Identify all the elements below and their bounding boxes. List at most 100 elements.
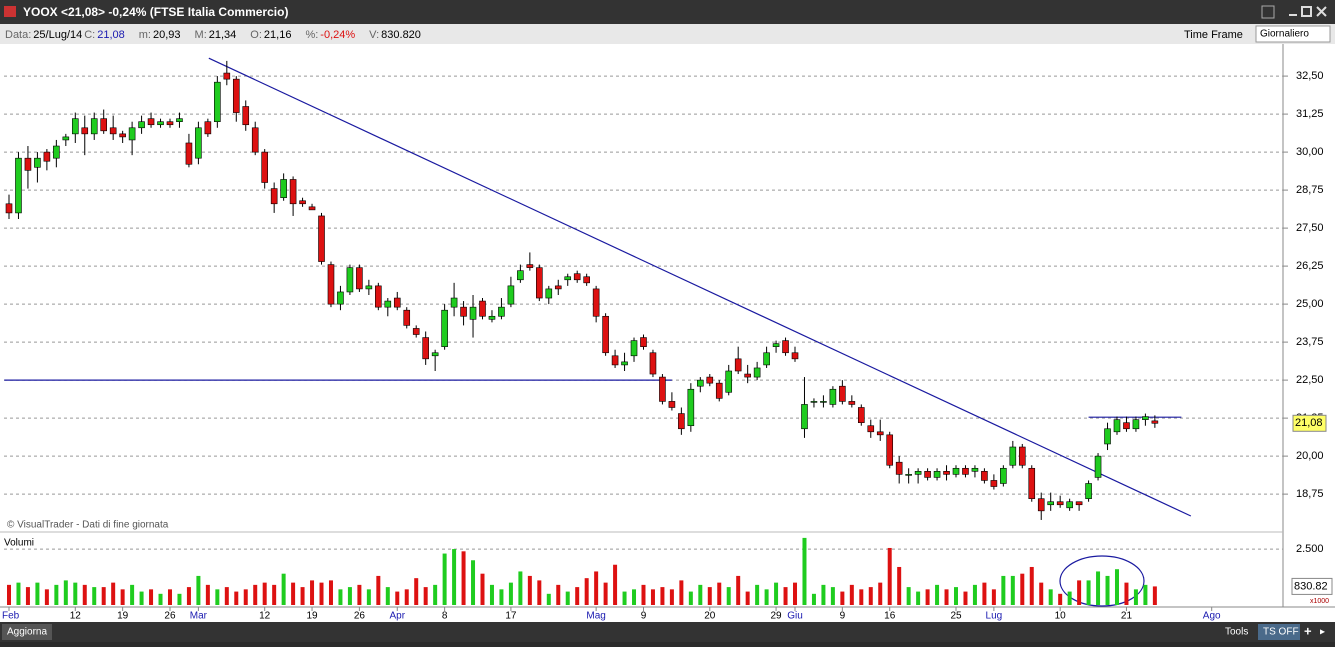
candle-body [43, 151, 51, 162]
candle-body [668, 401, 676, 408]
close-button[interactable] [1316, 6, 1327, 17]
volume-bar [537, 580, 542, 605]
candle-body [1075, 501, 1083, 506]
candle-body [734, 358, 742, 372]
volume-bar [205, 584, 210, 605]
time-frame-label: Time Frame [1184, 29, 1243, 41]
window-buttons[interactable] [1261, 5, 1327, 19]
last-volume-label: 830.82 [1294, 580, 1328, 592]
volume-bar [234, 591, 239, 605]
candle-body [753, 367, 761, 378]
candle-body [24, 157, 32, 171]
info-value: -0,24% [320, 29, 355, 41]
volume-bar [224, 587, 229, 605]
candle-body [895, 461, 903, 475]
x-tick-label: 29 [771, 611, 783, 622]
minimize-button[interactable] [1289, 14, 1297, 16]
volume-bar [480, 573, 485, 605]
y-tick-label: 26,25 [1296, 260, 1324, 272]
x-tick-label: 26 [164, 611, 176, 622]
info-label: m: [139, 29, 151, 41]
maximize-button[interactable] [1301, 6, 1312, 17]
ts-label[interactable]: TS OFF [1263, 627, 1299, 638]
tool-button[interactable] [1261, 5, 1275, 19]
volume-bar [63, 580, 68, 605]
info-label: Data: [5, 29, 31, 41]
source-note: © VisualTrader - Dati di fine giornata [7, 520, 169, 531]
volume-bar [830, 587, 835, 605]
candle-body [924, 471, 931, 478]
volume-bar [404, 589, 409, 605]
info-value: 25/Lug/14 [33, 29, 82, 41]
volume-bar [745, 591, 750, 605]
volume-bar [328, 580, 333, 605]
volume-bar [215, 589, 220, 605]
volume-bar [669, 589, 674, 605]
x-tick-label: 12 [259, 611, 271, 622]
volume-bar [1029, 566, 1034, 605]
volume-bar [982, 582, 987, 605]
candle-body [176, 118, 183, 123]
candle-body [517, 270, 524, 281]
refresh-button[interactable] [2, 624, 52, 640]
candle-body [640, 337, 647, 347]
volume-bar [527, 575, 532, 605]
volume-bar [243, 589, 248, 605]
candle-body [431, 352, 439, 357]
y-tick-label: 32,50 [1296, 70, 1324, 82]
candle-body [166, 121, 174, 126]
volume-bar [376, 575, 381, 605]
candle-body [1066, 501, 1073, 509]
candle-body [109, 127, 117, 135]
y-tick-label: 31,25 [1296, 108, 1324, 120]
candle-body [1009, 446, 1017, 466]
title-bar [0, 0, 1335, 24]
volume-bar [433, 584, 438, 605]
volume-bar [688, 591, 693, 605]
x-tick-label: 21 [1121, 611, 1133, 622]
candle-body [251, 127, 259, 153]
time-frame-value[interactable]: Giornaliero [1260, 29, 1309, 40]
candle-body [867, 425, 875, 433]
volume-bar [186, 587, 191, 605]
volume-bar [906, 587, 911, 605]
candle-body [1104, 428, 1111, 445]
volume-bar [158, 593, 163, 605]
volume-bar [338, 589, 343, 605]
volume-bar [594, 571, 599, 605]
x-tick-label: Feb [2, 611, 20, 622]
candle-body [839, 385, 846, 402]
candle-body [545, 288, 553, 299]
volume-bar [954, 587, 958, 605]
volume-label: Volumi [4, 538, 34, 549]
candle-body [365, 285, 373, 290]
volume-bar [556, 584, 561, 605]
candle-body [981, 471, 988, 481]
x-tick-label: Mag [586, 611, 605, 622]
last-volume-box [1291, 577, 1333, 595]
volume-bar [575, 587, 580, 605]
y-tick-label: 23,75 [1296, 336, 1324, 348]
volume-bar [916, 591, 921, 605]
candle-body [782, 340, 789, 354]
tools-label[interactable]: Tools [1225, 627, 1248, 638]
volume-bar [300, 587, 305, 605]
ts-button[interactable] [1258, 624, 1300, 640]
refresh-label[interactable]: Aggiorna [7, 627, 47, 638]
menu-button[interactable]: ▸ [1320, 627, 1325, 638]
volume-bar [1105, 575, 1110, 605]
add-button[interactable]: + [1304, 623, 1312, 638]
volume-bar [878, 582, 883, 605]
volume-bar [82, 584, 87, 605]
volume-bar [357, 584, 362, 605]
x-tick-label: 8 [442, 611, 448, 622]
candle-body [621, 361, 628, 366]
volume-bar [366, 589, 371, 605]
candle-body [214, 81, 221, 123]
volume-bar [613, 564, 618, 605]
volume-bar [1152, 586, 1157, 605]
candle-body [1085, 483, 1092, 499]
x-tick-label: 19 [306, 611, 318, 622]
time-frame-select[interactable] [1255, 25, 1331, 43]
candle-body [204, 121, 212, 135]
